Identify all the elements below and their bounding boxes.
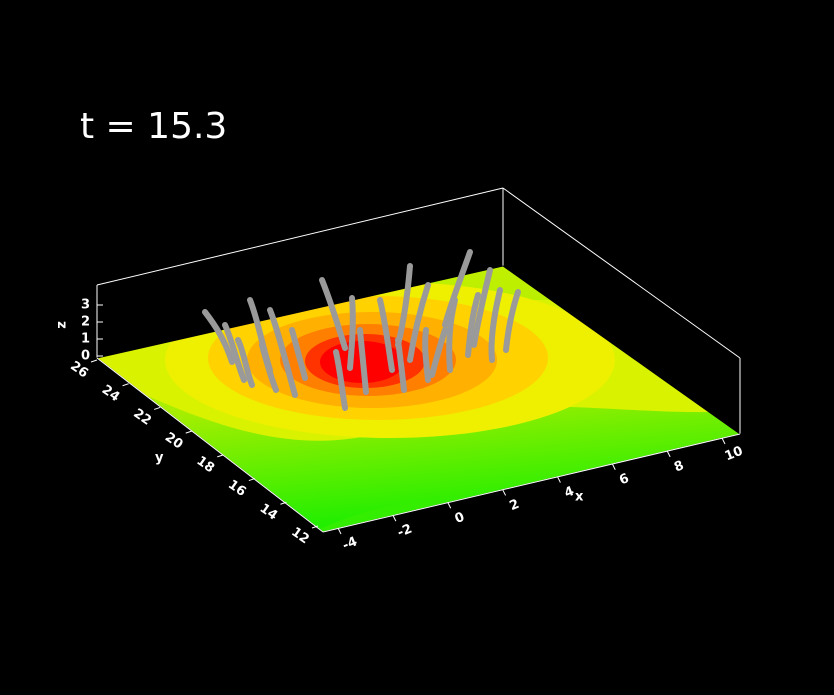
time-label: t = 15.3 [80,106,227,147]
y-tick [185,430,192,434]
x-tick-label: 10 [723,444,745,465]
x-tick-label: -2 [395,521,414,540]
x-tick [611,463,616,470]
x-tick [447,502,452,509]
x-tick [721,437,726,445]
z-axis-label: z [55,321,70,329]
y-tick [90,359,98,363]
y-tick [280,501,287,505]
y-tick [248,478,256,482]
y-tick [311,525,319,529]
x-tick [556,476,561,483]
y-tick [217,454,224,458]
x-axis-label: x [575,490,584,505]
x-tick [392,514,397,522]
y-axis-label: y [155,451,164,466]
z-tick-label: 1 [81,332,90,347]
x-axis-line [322,433,741,533]
z-tick-label: 0 [81,349,90,364]
x-tick [502,489,507,496]
y-tick [122,383,129,387]
x-tick-label: -4 [340,534,359,553]
y-tick [153,406,161,410]
x-tick [337,527,342,535]
field-lines [202,249,521,411]
x-tick [666,450,671,458]
z-tick-label: 3 [81,298,90,313]
z-tick-label: 2 [81,315,90,330]
